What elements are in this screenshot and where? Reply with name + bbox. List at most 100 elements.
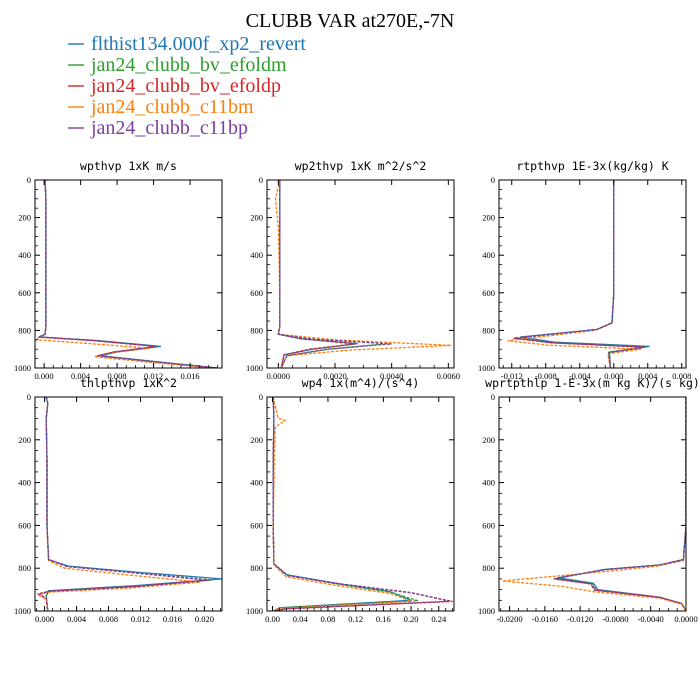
x-tick-label: 0.012: [144, 371, 163, 381]
x-tick-label: -0.004: [569, 371, 592, 381]
x-tick-label: 0.24: [431, 614, 447, 624]
y-tick-label: 1000: [246, 363, 263, 373]
series-line-5: [514, 180, 646, 368]
series-group: [507, 180, 650, 368]
series-line-2: [555, 397, 686, 611]
legend-label: jan24_clubb_c11bp: [90, 117, 248, 139]
x-tick-label: 0.0000: [267, 371, 290, 381]
x-tick-label: 0.0040: [380, 371, 403, 381]
panel-4: thlpthvp 1xK^2 0 200 400 600 800 1000 0.000 0.00…: [14, 376, 223, 624]
x-tick-label: 0.000: [604, 371, 623, 381]
y-tick-label: 800: [482, 325, 495, 335]
panel-title: wp4 1x(m^4)/(s^4): [302, 376, 420, 390]
y-tick-label: 0: [27, 175, 31, 185]
x-tick-label: 0.004: [71, 371, 91, 381]
x-tick-label: -0.0160: [532, 614, 558, 624]
legend-entry: jan24_clubb_c11bp: [68, 117, 248, 139]
panel-6: wprtpthlp 1-E-3x(m kg K)/(s kg) 0 200 400 60…: [478, 376, 700, 624]
x-tick-label: -0.0040: [638, 614, 664, 624]
y-tick-label: 200: [250, 435, 263, 445]
series-line-4: [274, 180, 452, 368]
y-tick-label: 800: [18, 325, 31, 335]
x-tick-label: 0.004: [638, 371, 658, 381]
legend-entry: jan24_clubb_bv_efoldm: [68, 54, 287, 76]
series-line-3: [36, 397, 209, 611]
series-line-5: [37, 180, 217, 368]
y-tick-label: 600: [18, 288, 31, 298]
series-line-1: [557, 397, 686, 611]
panel-title: wpthvp 1xK m/s: [80, 159, 177, 173]
plot-frame: [34, 396, 223, 612]
y-tick-label: 400: [18, 250, 31, 260]
figure-title: CLUBB VAR at270E,-7N: [246, 10, 455, 32]
x-tick-label: 0.20: [404, 614, 419, 624]
legend-label: flthist134.000f_xp2_revert: [91, 33, 306, 55]
y-tick-label: 1000: [478, 363, 495, 373]
x-tick-label: 0.008: [672, 371, 691, 381]
series-line-5: [38, 397, 211, 611]
y-tick-label: 600: [482, 520, 495, 530]
series-line-4: [36, 397, 201, 611]
y-tick-label: 400: [482, 478, 495, 488]
x-tick-label: 0.08: [321, 614, 336, 624]
y-tick-label: 200: [18, 213, 31, 223]
y-tick-label: 400: [482, 250, 495, 260]
y-tick-label: 1000: [14, 606, 31, 616]
y-tick-label: 1000: [246, 606, 263, 616]
series-group: [274, 180, 452, 368]
x-tick-label: 0.0020: [323, 371, 346, 381]
x-tick-label: 0.12: [348, 614, 363, 624]
x-tick-label: 0.016: [163, 614, 182, 624]
series-line-2: [45, 397, 213, 611]
x-tick-label: 0.0060: [437, 371, 460, 381]
y-tick-label: 600: [482, 288, 495, 298]
y-tick-label: 200: [482, 435, 495, 445]
y-tick-label: 600: [250, 520, 263, 530]
y-tick-label: 200: [482, 213, 495, 223]
panel-2: wp2thvp 1xK m^2/s^2 0 200 400 600 800 1000 0.00…: [246, 159, 460, 381]
x-tick-label: -0.008: [535, 371, 557, 381]
y-tick-label: 1000: [478, 606, 495, 616]
y-tick-label: 800: [18, 563, 31, 573]
x-tick-label: 0.16: [376, 614, 391, 624]
y-tick-label: 800: [250, 325, 263, 335]
panel-title: wp2thvp 1xK m^2/s^2: [295, 159, 427, 173]
y-tick-label: 400: [250, 478, 263, 488]
series-line-1: [37, 180, 218, 368]
x-tick-label: -0.0080: [602, 614, 628, 624]
x-tick-label: -0.012: [501, 371, 523, 381]
series-line-5: [272, 397, 450, 611]
series-line-3: [38, 180, 216, 368]
y-tick-label: 200: [18, 435, 31, 445]
series-line-5: [554, 397, 686, 611]
legend-entry: flthist134.000f_xp2_revert: [68, 33, 306, 55]
x-tick-label: 0.00: [265, 614, 280, 624]
y-tick-label: 600: [18, 520, 31, 530]
plot-frame: [34, 179, 223, 369]
panel-title: thlpthvp 1xK^2: [80, 376, 177, 390]
series-group: [272, 397, 453, 611]
legend-label: jan24_clubb_bv_efoldp: [90, 75, 281, 97]
x-tick-label: 0.016: [181, 371, 200, 381]
x-tick-label: 0.008: [108, 371, 127, 381]
x-tick-label: 0.004: [67, 614, 87, 624]
y-tick-label: 200: [250, 213, 263, 223]
series-line-4: [502, 397, 686, 611]
series-line-1: [272, 397, 412, 611]
y-tick-label: 0: [27, 392, 31, 402]
y-tick-label: 1000: [14, 363, 31, 373]
y-tick-label: 0: [491, 392, 495, 402]
plot-frame: [266, 179, 455, 369]
y-tick-label: 800: [482, 563, 495, 573]
x-tick-label: 0.0000: [674, 614, 697, 624]
series-group: [36, 397, 222, 611]
legend-entry: jan24_clubb_c11bm: [68, 96, 254, 118]
series-group: [35, 180, 218, 368]
series-line-2: [37, 180, 218, 368]
y-tick-label: 0: [491, 175, 495, 185]
y-tick-label: 800: [250, 563, 263, 573]
x-tick-label: -0.0120: [567, 614, 593, 624]
